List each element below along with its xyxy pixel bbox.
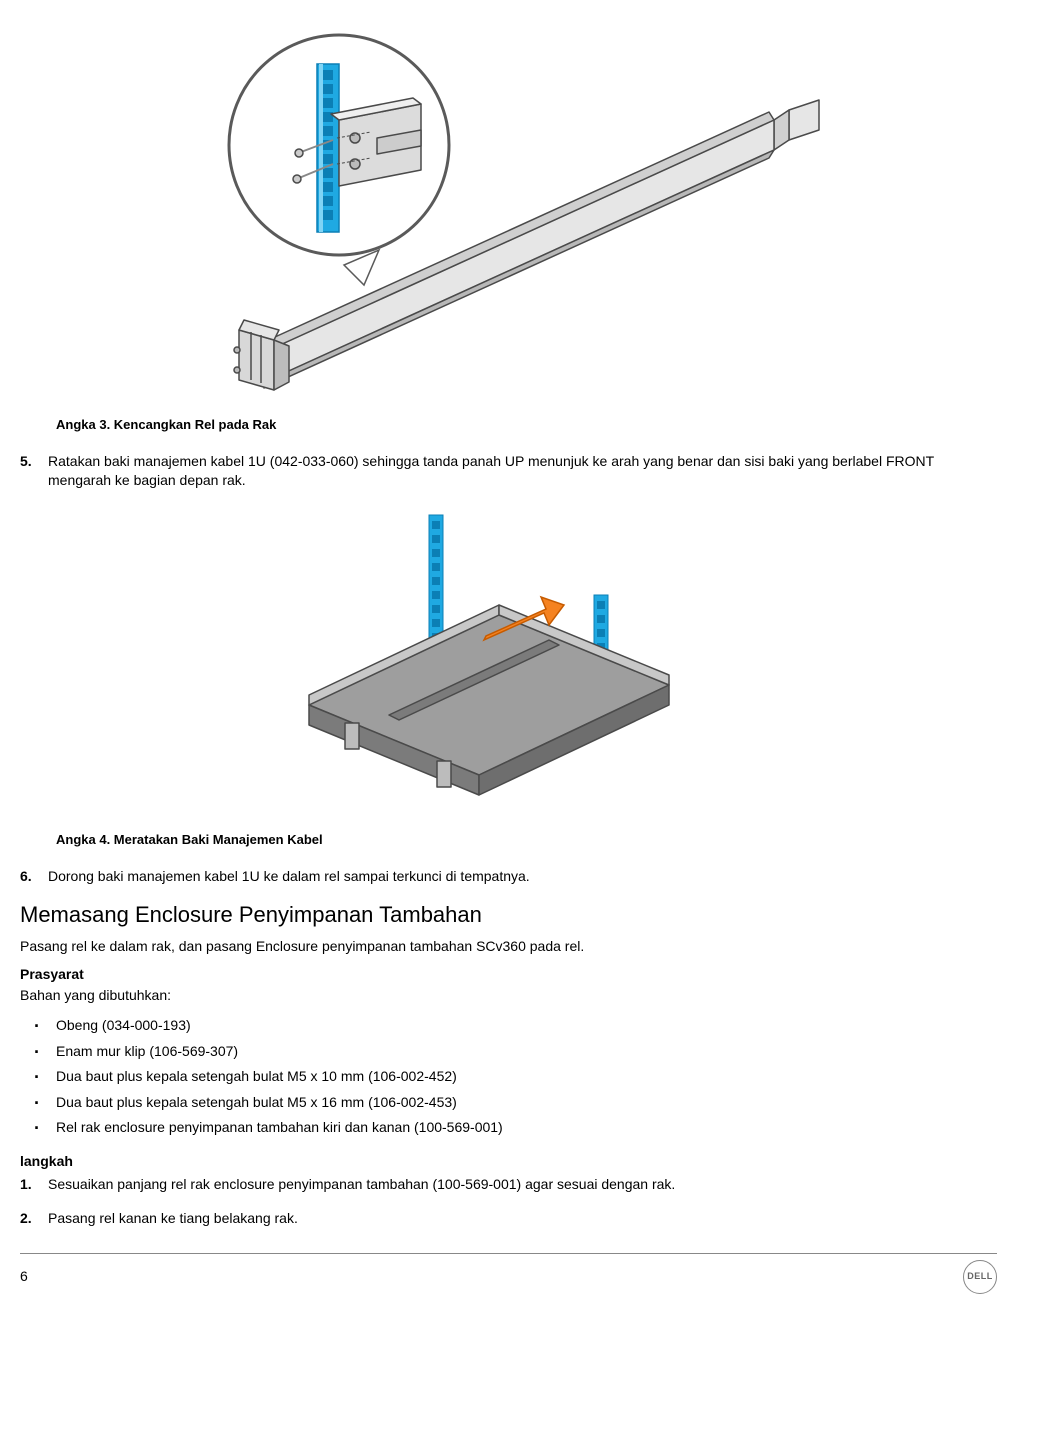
langkah-1-text: Sesuaikan panjang rel rak enclosure peny… [48,1175,997,1195]
list-item: Dua baut plus kepala setengah bulat M5 x… [20,1093,997,1113]
step-6-text: Dorong baki manajemen kabel 1U ke dalam … [48,867,997,887]
figure2-caption: Angka 4. Meratakan Baki Manajemen Kabel [56,831,997,849]
dell-logo-icon: DELL [963,1260,997,1294]
figure-cable-tray [20,505,997,821]
langkah-1-number: 1. [20,1175,48,1195]
langkah-2-text: Pasang rel kanan ke tiang belakang rak. [48,1209,997,1229]
langkah-label: langkah [20,1152,997,1172]
figure-rail-latch [20,30,997,406]
list-item: Obeng (034-000-193) [20,1016,997,1036]
langkah-2-number: 2. [20,1209,48,1229]
prasyarat-label: Prasyarat [20,965,997,985]
step-5-number: 5. [20,452,48,491]
step-6-number: 6. [20,867,48,887]
list-item: Dua baut plus kepala setengah bulat M5 x… [20,1067,997,1087]
langkah-step-1: 1. Sesuaikan panjang rel rak enclosure p… [20,1175,997,1195]
prasyarat-list: Obeng (034-000-193) Enam mur klip (106-5… [20,1016,997,1138]
section-intro: Pasang rel ke dalam rak, dan pasang Encl… [20,937,997,957]
list-item: Rel rak enclosure penyimpanan tambahan k… [20,1118,997,1138]
bahan-line: Bahan yang dibutuhkan: [20,986,997,1006]
figure1-caption: Angka 3. Kencangkan Rel pada Rak [56,416,997,434]
step-5-text: Ratakan baki manajemen kabel 1U (042-033… [48,452,997,491]
page-number: 6 [20,1267,28,1287]
section-heading: Memasang Enclosure Penyimpanan Tambahan [20,900,997,931]
list-item: Enam mur klip (106-569-307) [20,1042,997,1062]
step-6: 6. Dorong baki manajemen kabel 1U ke dal… [20,867,997,887]
langkah-step-2: 2. Pasang rel kanan ke tiang belakang ra… [20,1209,997,1229]
page-footer: 6 DELL [20,1253,997,1294]
step-5: 5. Ratakan baki manajemen kabel 1U (042-… [20,452,997,491]
